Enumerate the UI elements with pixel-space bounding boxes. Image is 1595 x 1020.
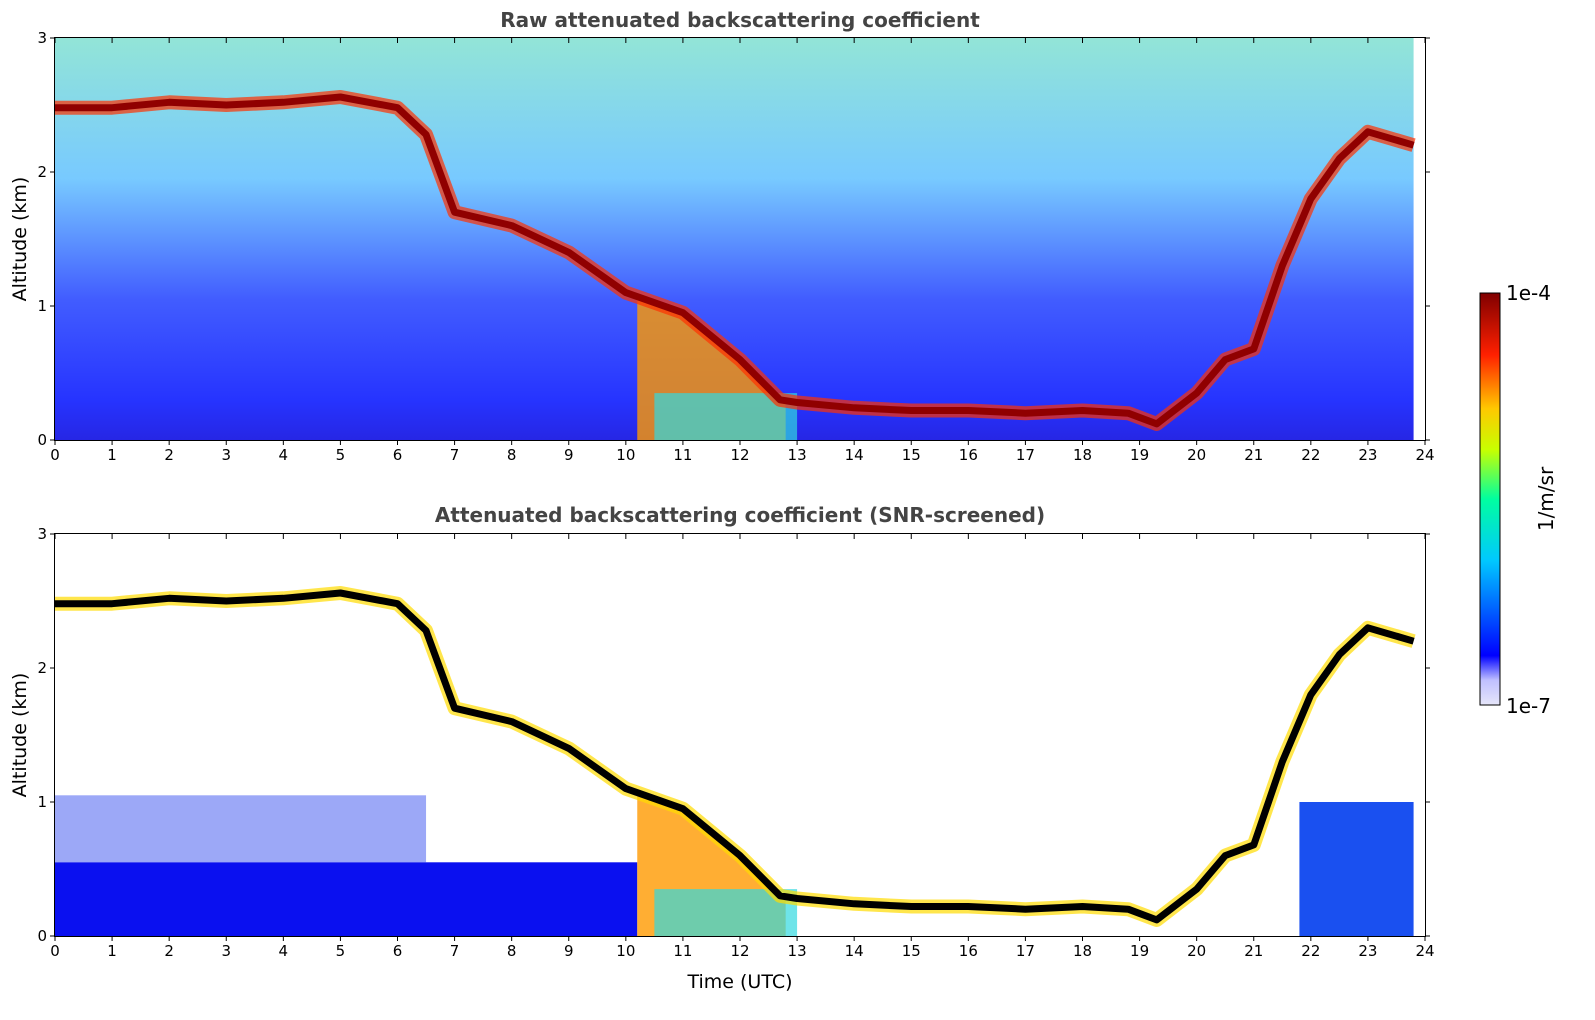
boundary-layer-fill <box>1299 802 1414 936</box>
x-tick-label: 13 <box>788 942 807 960</box>
y-tick-label: 3 <box>37 29 47 47</box>
x-tick-label: 6 <box>393 942 403 960</box>
x-tick-label: 12 <box>730 942 749 960</box>
x-tick-label: 15 <box>902 446 921 464</box>
x-tick-label: 9 <box>564 446 574 464</box>
y-tick-label: 1 <box>37 793 47 811</box>
x-tick-label: 8 <box>507 446 517 464</box>
x-tick-label: 17 <box>1016 942 1035 960</box>
x-tick-label: 1 <box>107 446 117 464</box>
x-tick-label: 23 <box>1358 446 1377 464</box>
x-tick-label: 19 <box>1130 942 1149 960</box>
x-tick-label: 10 <box>616 942 635 960</box>
x-axis-raw: 0 1 2 3 4 5 6 7 8 9 10 11 12 13 14 15 16 17 18 19 20 21 22 23 24 <box>50 38 1435 464</box>
x-tick-label: 12 <box>730 446 749 464</box>
colorbar-unit-label: 1/m/sr <box>1534 466 1558 531</box>
x-tick-label: 21 <box>1244 446 1263 464</box>
x-tick-label: 17 <box>1016 446 1035 464</box>
x-tick-label: 14 <box>845 446 864 464</box>
x-tick-label: 23 <box>1358 942 1377 960</box>
snr-backscatter-panel: Attenuated backscattering coefficient (S… <box>9 503 1435 993</box>
x-tick-label: 18 <box>1073 942 1092 960</box>
x-tick-label: 5 <box>336 446 346 464</box>
colorbar-gradient <box>1479 292 1501 706</box>
x-tick-label: 24 <box>1415 446 1434 464</box>
cloud-layer <box>55 589 1415 924</box>
x-tick-label: 4 <box>279 942 289 960</box>
x-tick-label: 11 <box>673 942 692 960</box>
colorbar-max-label: 1e-4 <box>1506 281 1551 305</box>
y-axis-snr: 0 1 2 3 <box>37 525 1430 945</box>
chart-title-snr: Attenuated backscattering coefficient (S… <box>435 503 1045 527</box>
x-tick-label: 9 <box>564 942 574 960</box>
y-tick-label: 0 <box>37 927 47 945</box>
x-tick-label: 14 <box>845 942 864 960</box>
boundary-layer-fill <box>55 862 638 936</box>
y-tick-label: 0 <box>37 431 47 449</box>
x-tick-label: 22 <box>1301 942 1320 960</box>
x-tick-label: 19 <box>1130 446 1149 464</box>
y-axis-label-snr: Altitude (km) <box>9 673 31 798</box>
chart-title-raw: Raw attenuated backscattering coefficien… <box>500 8 980 32</box>
plot-area-snr <box>55 586 1416 936</box>
x-tick-label: 24 <box>1415 942 1434 960</box>
x-tick-label: 2 <box>164 446 174 464</box>
x-tick-label: 0 <box>50 446 60 464</box>
x-tick-label: 3 <box>221 942 231 960</box>
x-tick-label: 21 <box>1244 942 1263 960</box>
colorbar-min-label: 1e-7 <box>1506 694 1551 718</box>
x-tick-label: 15 <box>902 942 921 960</box>
raw-backscatter-panel: Raw attenuated backscattering coefficien… <box>9 8 1435 464</box>
x-tick-label: 2 <box>164 942 174 960</box>
x-tick-label: 16 <box>959 942 978 960</box>
y-axis-raw: 0 1 2 3 <box>37 29 1430 449</box>
x-tick-label: 8 <box>507 942 517 960</box>
x-tick-label: 7 <box>450 446 460 464</box>
x-tick-label: 7 <box>450 942 460 960</box>
plot-area-raw <box>55 38 1416 440</box>
x-tick-label: 13 <box>788 446 807 464</box>
x-tick-label: 1 <box>107 942 117 960</box>
x-tick-label: 18 <box>1073 446 1092 464</box>
y-tick-label: 2 <box>37 163 47 181</box>
x-tick-label: 4 <box>279 446 289 464</box>
x-tick-label: 20 <box>1187 942 1206 960</box>
colorbar: 1e-4 1e-7 1/m/sr <box>1479 281 1558 718</box>
x-axis-snr: 0 1 2 3 4 5 6 7 8 9 10 11 12 13 14 15 16 17 18 19 20 21 22 23 24 <box>50 534 1435 960</box>
x-tick-label: 20 <box>1187 446 1206 464</box>
x-tick-label: 11 <box>673 446 692 464</box>
x-tick-label: 16 <box>959 446 978 464</box>
y-tick-label: 2 <box>37 659 47 677</box>
cloud-layer <box>55 93 1415 428</box>
x-tick-label: 5 <box>336 942 346 960</box>
y-tick-label: 1 <box>37 297 47 315</box>
x-tick-label: 22 <box>1301 446 1320 464</box>
x-tick-label: 10 <box>616 446 635 464</box>
x-axis-label-snr: Time (UTC) <box>686 971 792 993</box>
x-tick-label: 0 <box>50 942 60 960</box>
x-tick-label: 6 <box>393 446 403 464</box>
y-tick-label: 3 <box>37 525 47 543</box>
x-tick-label: 3 <box>221 446 231 464</box>
y-axis-label-raw: Altitude (km) <box>9 177 31 302</box>
boundary-layer-haze <box>55 795 427 863</box>
